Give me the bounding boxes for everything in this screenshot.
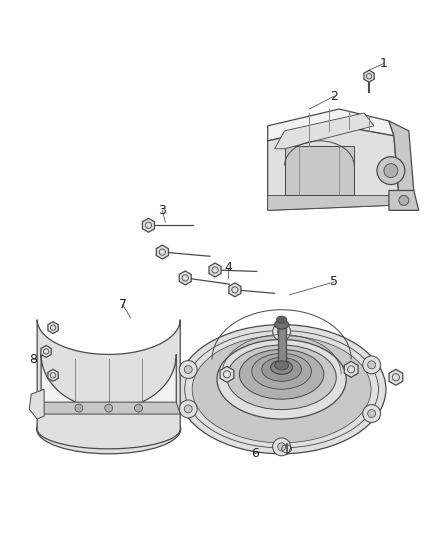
Polygon shape [268,126,399,211]
Ellipse shape [44,403,173,445]
Circle shape [363,405,381,423]
Circle shape [367,409,376,417]
Text: 7: 7 [119,298,127,311]
Ellipse shape [262,358,301,381]
Text: 2: 2 [330,90,338,102]
Text: 1: 1 [380,57,388,70]
Ellipse shape [227,345,336,409]
Circle shape [105,404,113,412]
Circle shape [278,443,286,451]
Polygon shape [209,263,221,277]
Circle shape [377,157,405,184]
Circle shape [179,360,197,378]
Ellipse shape [275,320,289,329]
Circle shape [75,404,83,412]
Circle shape [184,405,192,413]
Polygon shape [389,121,414,196]
Ellipse shape [275,361,289,370]
Circle shape [134,404,142,412]
Circle shape [273,438,290,456]
Polygon shape [285,146,354,196]
Ellipse shape [252,353,311,389]
Text: 6: 6 [251,447,259,461]
Circle shape [363,356,381,374]
Polygon shape [278,325,286,365]
Text: 8: 8 [29,353,37,366]
Ellipse shape [37,404,181,454]
Polygon shape [29,389,44,419]
Polygon shape [344,361,358,377]
Polygon shape [389,369,403,385]
Polygon shape [364,70,374,82]
Ellipse shape [217,340,346,419]
Polygon shape [389,190,419,211]
Polygon shape [156,245,168,259]
Circle shape [179,400,197,418]
Ellipse shape [177,325,386,454]
Ellipse shape [240,350,324,399]
Circle shape [184,366,192,374]
Text: 4: 4 [224,262,232,274]
Circle shape [367,361,376,369]
Polygon shape [220,366,234,382]
Polygon shape [268,196,399,211]
Polygon shape [48,321,58,334]
Circle shape [278,328,286,336]
Circle shape [399,196,409,205]
Polygon shape [142,219,155,232]
Ellipse shape [277,316,286,323]
Polygon shape [41,345,51,358]
Polygon shape [41,354,176,409]
Polygon shape [268,109,394,141]
Polygon shape [48,369,58,381]
Text: 3: 3 [159,204,166,217]
Polygon shape [37,402,180,414]
Polygon shape [229,283,241,297]
Circle shape [273,322,290,341]
Circle shape [384,164,398,177]
Polygon shape [179,271,191,285]
Polygon shape [37,320,180,449]
Text: 5: 5 [330,276,338,288]
Ellipse shape [192,336,371,443]
Polygon shape [275,113,374,149]
Ellipse shape [271,360,293,374]
